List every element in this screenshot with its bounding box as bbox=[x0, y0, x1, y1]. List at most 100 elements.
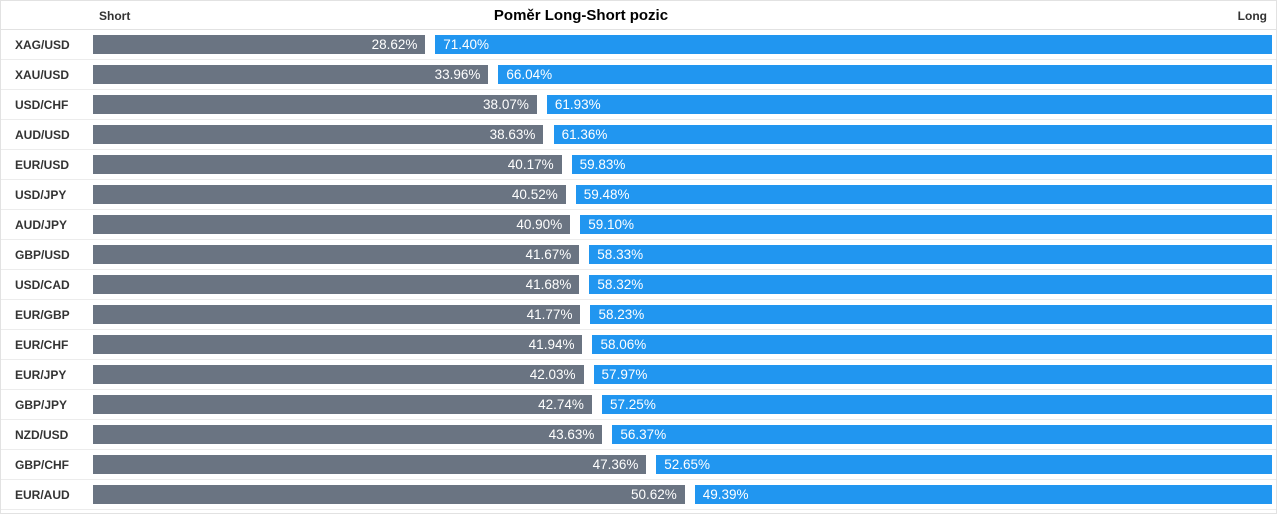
chart-row: GBP/JPY 42.74% 57.25% bbox=[1, 390, 1276, 420]
long-value: 58.32% bbox=[597, 277, 644, 292]
long-value: 61.93% bbox=[554, 97, 601, 112]
chart-row: EUR/CHF 41.94% 58.06% bbox=[1, 330, 1276, 360]
chart-row: XAU/USD 33.96% 66.04% bbox=[1, 60, 1276, 90]
bar-track: 41.67% 58.33% bbox=[93, 245, 1272, 264]
long-value: 58.33% bbox=[597, 247, 644, 262]
short-bar: 41.94% bbox=[93, 335, 583, 354]
short-value: 43.63% bbox=[548, 427, 595, 442]
short-bar: 28.62% bbox=[93, 35, 426, 54]
long-value: 56.37% bbox=[620, 427, 667, 442]
short-bar: 40.52% bbox=[93, 185, 566, 204]
pair-label: EUR/AUD bbox=[15, 487, 70, 502]
short-bar: 47.36% bbox=[93, 455, 647, 474]
pair-label: GBP/JPY bbox=[15, 397, 68, 412]
pair-label: EUR/USD bbox=[15, 157, 70, 172]
short-bar: 40.17% bbox=[93, 155, 562, 174]
long-bar: 57.97% bbox=[593, 365, 1272, 384]
pair-label: AUD/JPY bbox=[15, 217, 68, 232]
long-bar: 59.10% bbox=[580, 215, 1272, 234]
long-bar: 58.33% bbox=[589, 245, 1272, 264]
short-bar: 42.74% bbox=[93, 395, 592, 414]
long-bar: 59.83% bbox=[571, 155, 1272, 174]
short-value: 40.52% bbox=[511, 187, 558, 202]
short-value: 42.74% bbox=[538, 397, 584, 412]
short-value: 28.62% bbox=[371, 37, 418, 52]
short-bar: 41.67% bbox=[93, 245, 580, 264]
long-bar: 58.32% bbox=[589, 275, 1272, 294]
short-value: 41.68% bbox=[525, 277, 572, 292]
chart-rows: XAG/USD 28.62% 71.40% XAU/USD 33.96% 66.04% US… bbox=[1, 30, 1276, 510]
short-bar: 50.62% bbox=[93, 485, 685, 504]
short-bar: 42.03% bbox=[93, 365, 584, 384]
long-value: 59.48% bbox=[583, 187, 630, 202]
bar-track: 33.96% 66.04% bbox=[93, 65, 1272, 84]
long-value: 59.10% bbox=[588, 217, 635, 232]
long-bar: 61.36% bbox=[553, 125, 1272, 144]
long-bar: 66.04% bbox=[498, 65, 1272, 84]
long-value: 58.23% bbox=[598, 307, 645, 322]
chart-row: EUR/JPY 42.03% 57.97% bbox=[1, 360, 1276, 390]
long-value: 57.97% bbox=[601, 367, 648, 382]
pair-label: GBP/USD bbox=[15, 247, 70, 262]
long-bar: 71.40% bbox=[435, 35, 1272, 54]
chart-row: EUR/USD 40.17% 59.83% bbox=[1, 150, 1276, 180]
short-value: 33.96% bbox=[434, 67, 481, 82]
long-axis-label: Long bbox=[1237, 9, 1267, 23]
chart-row: USD/JPY 40.52% 59.48% bbox=[1, 180, 1276, 210]
short-value: 42.03% bbox=[529, 367, 576, 382]
chart-row: XAG/USD 28.62% 71.40% bbox=[1, 30, 1276, 60]
bar-track: 42.03% 57.97% bbox=[93, 365, 1272, 384]
short-bar: 38.07% bbox=[93, 95, 537, 114]
pair-label: EUR/JPY bbox=[15, 367, 67, 382]
short-bar: 41.77% bbox=[93, 305, 581, 324]
pair-label: GBP/CHF bbox=[15, 457, 69, 472]
short-value: 47.36% bbox=[592, 457, 639, 472]
short-value: 50.62% bbox=[631, 487, 677, 502]
pair-label: EUR/CHF bbox=[15, 337, 69, 352]
bar-track: 47.36% 52.65% bbox=[93, 455, 1272, 474]
bar-track: 43.63% 56.37% bbox=[93, 425, 1272, 444]
long-bar: 58.23% bbox=[590, 305, 1272, 324]
bar-track: 40.90% 59.10% bbox=[93, 215, 1272, 234]
long-bar: 61.93% bbox=[546, 95, 1272, 114]
long-value: 52.65% bbox=[664, 457, 711, 472]
long-value: 66.04% bbox=[506, 67, 553, 82]
short-value: 38.07% bbox=[483, 97, 529, 112]
bar-track: 38.07% 61.93% bbox=[93, 95, 1272, 114]
short-bar: 33.96% bbox=[93, 65, 489, 84]
bar-track: 40.17% 59.83% bbox=[93, 155, 1272, 174]
chart-row: AUD/USD 38.63% 61.36% bbox=[1, 120, 1276, 150]
bar-track: 40.52% 59.48% bbox=[93, 185, 1272, 204]
bar-track: 42.74% 57.25% bbox=[93, 395, 1272, 414]
pair-label: EUR/GBP bbox=[15, 307, 70, 322]
long-bar: 49.39% bbox=[694, 485, 1272, 504]
pair-label: XAU/USD bbox=[15, 67, 70, 82]
short-axis-label: Short bbox=[99, 9, 131, 23]
pair-label: XAG/USD bbox=[15, 37, 70, 52]
short-value: 41.77% bbox=[526, 307, 573, 322]
bar-track: 41.77% 58.23% bbox=[93, 305, 1272, 324]
long-bar: 52.65% bbox=[656, 455, 1272, 474]
short-value: 41.67% bbox=[525, 247, 572, 262]
long-value: 61.36% bbox=[561, 127, 608, 142]
pair-label: NZD/USD bbox=[15, 427, 69, 442]
chart-row: GBP/USD 41.67% 58.33% bbox=[1, 240, 1276, 270]
long-bar: 57.25% bbox=[602, 395, 1272, 414]
long-value: 59.83% bbox=[579, 157, 626, 172]
short-value: 41.94% bbox=[528, 337, 575, 352]
chart-row: GBP/CHF 47.36% 52.65% bbox=[1, 450, 1276, 480]
short-value: 38.63% bbox=[489, 127, 536, 142]
pair-label: USD/CAD bbox=[15, 277, 70, 292]
short-bar: 43.63% bbox=[93, 425, 603, 444]
bar-track: 38.63% 61.36% bbox=[93, 125, 1272, 144]
long-bar: 58.06% bbox=[592, 335, 1272, 354]
bar-track: 50.62% 49.39% bbox=[93, 485, 1272, 504]
chart-header: Short Poměr Long-Short pozic Long bbox=[1, 1, 1276, 30]
chart-row: EUR/GBP 41.77% 58.23% bbox=[1, 300, 1276, 330]
short-value: 40.90% bbox=[516, 217, 563, 232]
long-bar: 59.48% bbox=[575, 185, 1272, 204]
short-bar: 40.90% bbox=[93, 215, 571, 234]
bar-track: 41.68% 58.32% bbox=[93, 275, 1272, 294]
chart-row: NZD/USD 43.63% 56.37% bbox=[1, 420, 1276, 450]
